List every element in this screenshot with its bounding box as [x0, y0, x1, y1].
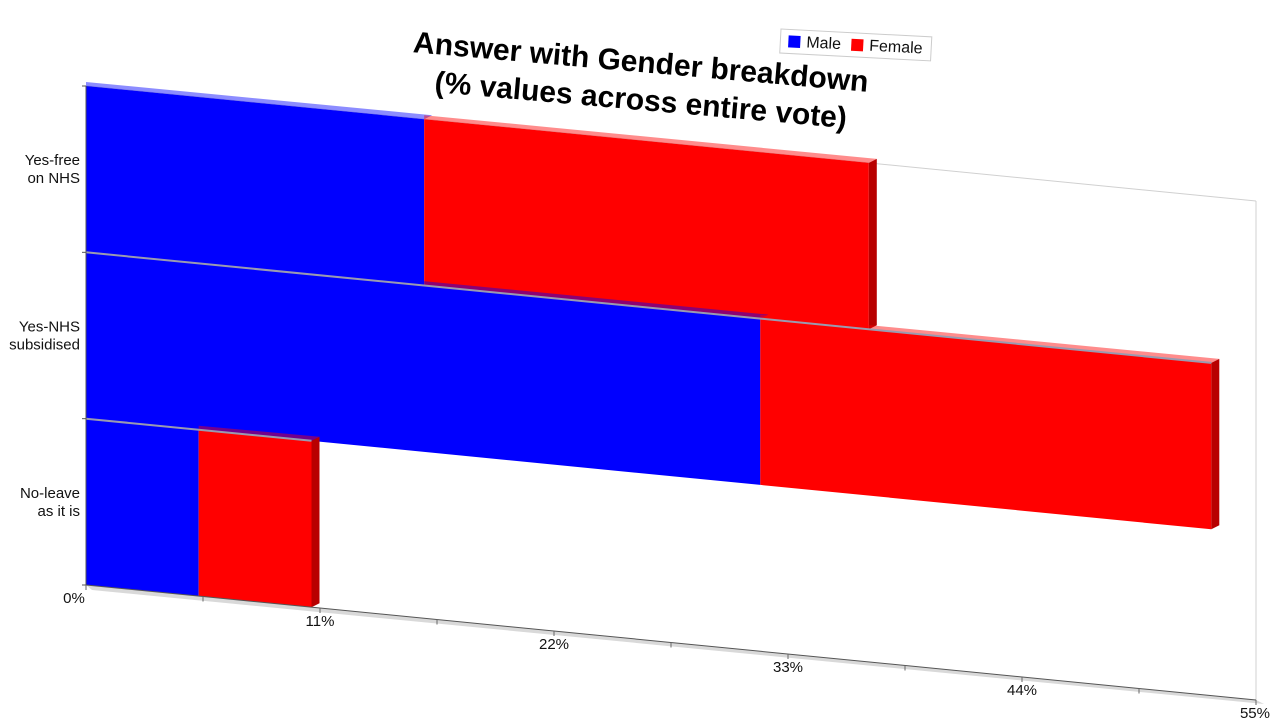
bars	[85, 82, 1220, 608]
legend-swatch-female	[850, 38, 864, 52]
bar-side-yes-nhs-subsidised	[1211, 358, 1220, 530]
category-label: Yes-NHS	[19, 319, 80, 336]
bar-top-male-no-leave-as-it-is	[86, 414, 207, 430]
x-tick-label: 33%	[773, 659, 803, 676]
legend-swatch-male	[788, 35, 801, 49]
bar-top-male-yes-nhs-subsidised	[86, 248, 769, 319]
x-tick-label: 11%	[306, 613, 335, 630]
x-tick-label: 0%	[63, 590, 85, 607]
category-label: Yes-free	[25, 152, 80, 169]
bar-side-yes-free-on-nhs	[868, 158, 877, 330]
category-label: on NHS	[27, 170, 80, 187]
category-label: as it is	[37, 503, 80, 520]
bar-male-yes-free-on-nhs	[86, 86, 425, 286]
plot-floor	[86, 585, 1264, 704]
bar-top-female-no-leave-as-it-is	[198, 425, 320, 441]
x-tick-label: 55%	[1240, 705, 1270, 720]
bar-top-female-yes-nhs-subsidised	[760, 314, 1220, 363]
bar-male-no-leave-as-it-is	[86, 418, 199, 597]
bar-top-male-yes-free-on-nhs	[86, 82, 433, 120]
legend: Male Female	[779, 28, 933, 62]
bar-female-no-leave-as-it-is	[198, 429, 312, 608]
x-tick-label: 44%	[1007, 682, 1037, 699]
bar-female-yes-free-on-nhs	[424, 119, 869, 330]
bar-side-no-leave-as-it-is	[311, 436, 320, 608]
bar-top-female-yes-free-on-nhs	[424, 115, 877, 163]
legend-label-female: Female	[869, 38, 923, 58]
x-tick-label: 22%	[539, 636, 569, 653]
bar-male-yes-nhs-subsidised	[86, 252, 761, 485]
category-label: subsidised	[9, 337, 80, 354]
category-label: No-leave	[20, 485, 80, 502]
bar-female-yes-nhs-subsidised	[760, 318, 1212, 530]
legend-label-male: Male	[806, 34, 842, 53]
bar-separator	[85, 251, 1212, 364]
bar-separator	[85, 417, 312, 442]
